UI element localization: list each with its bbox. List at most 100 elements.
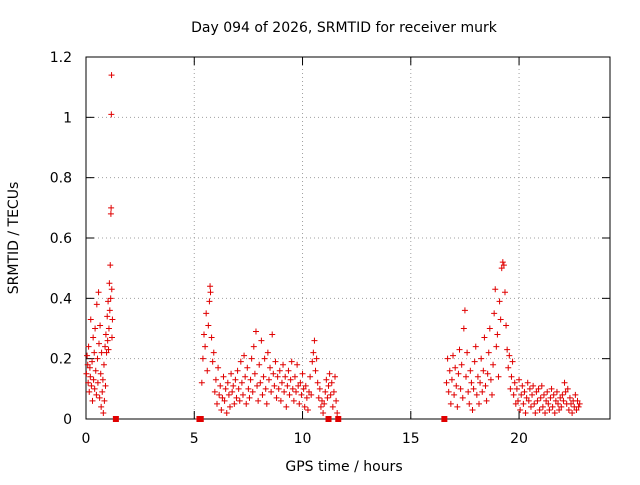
data-point [321, 400, 328, 407]
data-point [204, 367, 211, 374]
data-point [105, 346, 112, 353]
data-point [476, 400, 482, 407]
data-point [494, 331, 501, 338]
data-point [89, 397, 96, 404]
data-point [241, 352, 248, 359]
y-tick-label: 1 [63, 110, 72, 126]
y-tick-label: 0.6 [50, 231, 72, 247]
data-point [561, 379, 568, 386]
data-point [538, 382, 545, 389]
data-point [244, 364, 251, 371]
data-point [312, 367, 319, 374]
data-point [448, 376, 455, 383]
data-point [547, 394, 554, 401]
data-point [235, 385, 242, 392]
data-point [207, 283, 214, 290]
data-point [272, 358, 279, 365]
data-point [568, 400, 575, 407]
data-point [212, 376, 219, 383]
data-point [484, 370, 491, 377]
data-point [84, 361, 91, 368]
data-point [229, 388, 236, 395]
data-point [314, 379, 321, 386]
data-point [104, 337, 111, 344]
data-point [228, 370, 235, 377]
data-point [473, 391, 480, 398]
data-point [513, 385, 520, 392]
data-point [243, 400, 250, 407]
data-point [504, 346, 511, 353]
data-point [546, 406, 553, 413]
data-point [223, 409, 230, 416]
data-point [203, 310, 210, 317]
data-point [562, 388, 569, 395]
data-point [205, 322, 212, 329]
data-point [329, 403, 336, 410]
data-point [264, 349, 271, 356]
data-point [509, 358, 516, 365]
data-point [202, 343, 209, 350]
data-point [256, 361, 263, 368]
data-point [536, 406, 543, 413]
data-point [334, 409, 341, 416]
data-point [481, 334, 488, 341]
data-point [490, 361, 497, 368]
zero-point-marker [197, 416, 204, 422]
data-point [262, 385, 269, 392]
data-point [522, 409, 529, 416]
data-point [461, 307, 468, 314]
data-point [299, 370, 306, 377]
data-point [486, 325, 493, 332]
data-point [455, 370, 462, 377]
data-point [261, 355, 268, 362]
data-point [471, 358, 478, 365]
data-point [300, 385, 307, 392]
data-point [506, 352, 513, 359]
y-tick-label: 1.2 [50, 50, 72, 66]
data-point [328, 379, 335, 386]
data-point [307, 373, 314, 380]
data-point [86, 364, 93, 371]
data-point [469, 406, 476, 413]
data-point [206, 298, 213, 305]
data-point [97, 370, 104, 377]
data-point [91, 349, 98, 356]
data-point [443, 379, 450, 386]
data-point [474, 373, 481, 380]
data-point [302, 382, 309, 389]
data-point [237, 358, 244, 365]
data-point [290, 397, 297, 404]
data-point [250, 343, 257, 350]
data-point [483, 397, 490, 404]
data-point [501, 289, 508, 296]
data-point [526, 385, 533, 392]
zero-point-marker [335, 416, 342, 422]
data-point [298, 391, 305, 398]
data-point [466, 400, 473, 407]
data-point [208, 334, 215, 341]
data-point [319, 397, 326, 404]
data-point [498, 265, 505, 272]
data-point [296, 400, 303, 407]
data-point [95, 289, 102, 296]
zero-point-marker [441, 416, 448, 422]
data-point [558, 403, 565, 410]
data-point [98, 403, 105, 410]
data-point [92, 367, 99, 374]
data-point [105, 298, 112, 305]
data-point [566, 394, 573, 401]
data-point [287, 376, 294, 383]
data-point [107, 210, 114, 217]
data-point [467, 367, 474, 374]
data-point [560, 397, 567, 404]
data-point [324, 394, 331, 401]
data-point [311, 337, 318, 344]
data-point [259, 391, 266, 398]
data-point [108, 334, 115, 341]
data-point [500, 262, 507, 269]
data-point [459, 394, 466, 401]
data-point [444, 355, 451, 362]
data-point [277, 397, 284, 404]
